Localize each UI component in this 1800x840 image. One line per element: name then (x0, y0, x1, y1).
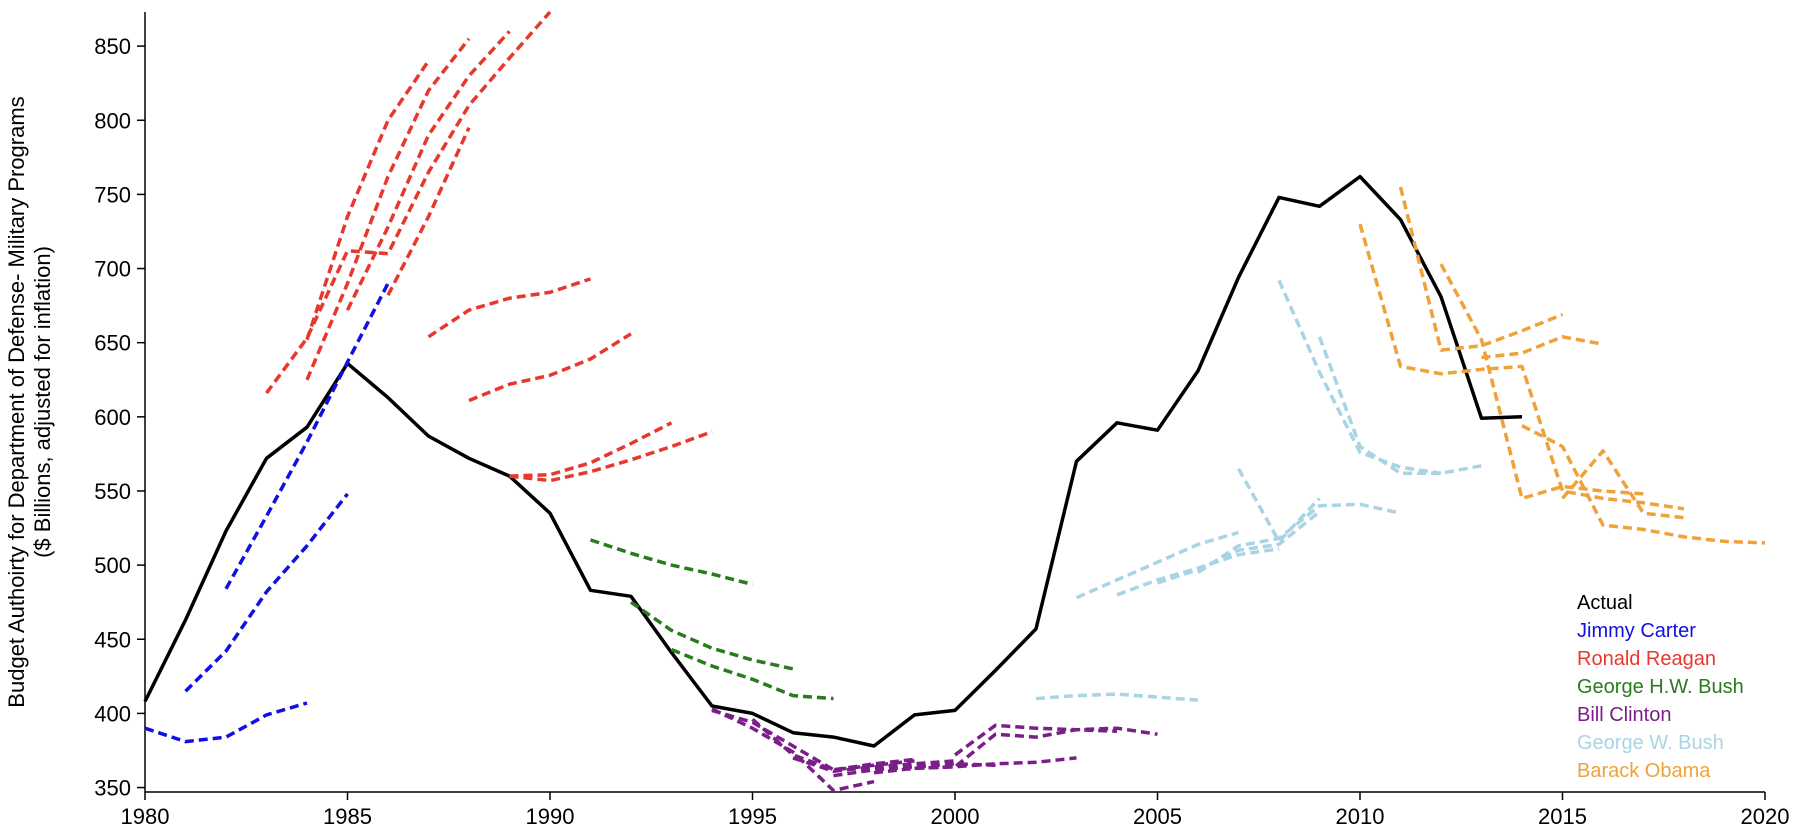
forecast-line (224, 282, 390, 590)
forecast-line (509, 421, 673, 478)
forecast-line (1197, 502, 1401, 574)
x-tick-label: 2015 (1538, 804, 1587, 829)
forecast-line (792, 756, 956, 773)
legend: Actual Jimmy Carter Ronald Reagan George H.… (1577, 592, 1744, 782)
y-tick-label: 600 (94, 405, 131, 430)
x-tick-label: 2005 (1133, 804, 1182, 829)
forecast-line (1439, 263, 1644, 501)
y-tick-label: 550 (94, 479, 131, 504)
actual-line (143, 174, 1523, 748)
x-tick-label: 1985 (323, 804, 372, 829)
legend-item-actual: Actual (1577, 592, 1633, 614)
series-george-h-w-bush (589, 538, 834, 701)
forecast-line (1398, 186, 1564, 352)
y-tick-label: 400 (94, 701, 131, 726)
forecast-line (1521, 424, 1766, 545)
forecast-line (427, 277, 592, 339)
legend-item-ronald-reagan: Ronald Reagan (1577, 648, 1716, 670)
forecast-line (345, 30, 511, 311)
forecast-line (1317, 336, 1482, 475)
forecast-line (630, 600, 794, 671)
forecast-line (1481, 335, 1604, 360)
series-actual (143, 174, 1523, 748)
forecast-line (509, 430, 713, 483)
forecast-line (184, 492, 349, 693)
x-tick-label: 2020 (1741, 804, 1790, 829)
x-tick-label: 2000 (931, 804, 980, 829)
forecast-line (1075, 530, 1239, 600)
y-tick-label: 350 (94, 776, 131, 801)
y-axis: 350 400 450 500 550 600 650 700 750 800 850 (94, 34, 145, 801)
x-tick-label: 1995 (728, 804, 777, 829)
forecast-line (589, 538, 753, 587)
y-tick-label: 750 (94, 182, 131, 207)
y-tick-label: 650 (94, 331, 131, 356)
y-axis-label-units: ($ Billions, adjusted for inflation) (30, 246, 55, 558)
forecast-line (953, 723, 1158, 757)
forecast-line (1236, 467, 1321, 544)
legend-item-george-h-w-bush: George H.W. Bush (1577, 676, 1744, 698)
forecast-line (305, 37, 471, 381)
y-tick-label: 500 (94, 553, 131, 578)
legend-item-jimmy-carter: Jimmy Carter (1577, 620, 1696, 642)
legend-item-george-w-bush: George W. Bush (1577, 732, 1724, 754)
legend-item-barack-obama: Barack Obama (1577, 760, 1711, 782)
series-layer (143, 10, 1766, 793)
plot-area: 1980 1985 1990 1995 2000 2005 2010 2015 2020 350… (94, 10, 1790, 829)
forecast-line (914, 727, 1118, 771)
x-axis: 1980 1985 1990 1995 2000 2005 2010 2015 2020 (121, 792, 1790, 829)
series-george-w-bush (1035, 279, 1482, 702)
x-tick-label: 1990 (526, 804, 575, 829)
series-ronald-reagan (265, 10, 713, 483)
x-tick-label: 2010 (1336, 804, 1385, 829)
series-bill-clinton (711, 707, 1158, 793)
forecast-line (144, 701, 308, 744)
legend-item-bill-clinton: Bill Clinton (1577, 704, 1671, 726)
forecast-line (670, 647, 834, 701)
forecast-line (1277, 279, 1442, 475)
forecast-line (1561, 449, 1685, 520)
forecast-line (1156, 510, 1321, 585)
forecast-line (873, 756, 1077, 775)
y-axis-label: Budget Authoirty for Department of Defen… (4, 96, 29, 707)
y-tick-label: 700 (94, 257, 131, 282)
forecast-line (751, 717, 915, 772)
series-jimmy-carter (144, 282, 390, 744)
forecast-line (386, 126, 471, 297)
series-barack-obama (1358, 186, 1766, 545)
forecast-line (1035, 692, 1199, 702)
forecast-line (711, 707, 875, 793)
forecast-line (468, 332, 632, 403)
y-tick-label: 450 (94, 627, 131, 652)
forecast-line (1358, 223, 1685, 511)
x-tick-label: 1980 (121, 804, 170, 829)
forecast-line (305, 59, 430, 341)
y-tick-label: 850 (94, 34, 131, 59)
y-tick-label: 800 (94, 108, 131, 133)
